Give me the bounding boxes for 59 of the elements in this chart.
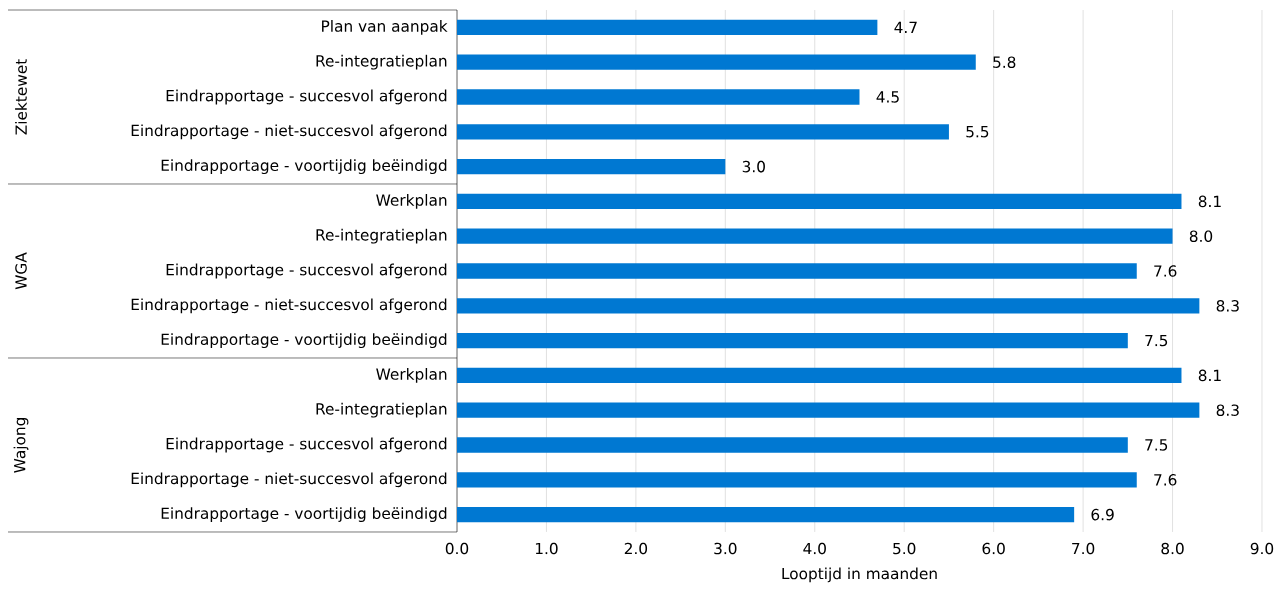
y-tick-label: Re-integratieplan xyxy=(316,54,447,70)
data-label: 8.1 xyxy=(1198,195,1221,208)
y-tick-label: Eindrapportage - voortijdig beëindigd xyxy=(161,159,447,175)
x-tick-label: 9.0 xyxy=(1250,542,1274,555)
data-label: 4.7 xyxy=(894,21,917,33)
bar xyxy=(457,193,1182,210)
data-label: 8.1 xyxy=(1198,369,1221,382)
y-tick-label: Eindrapportage - voortijdig beëindigd xyxy=(161,333,447,348)
bar xyxy=(457,19,878,36)
data-label: 3.0 xyxy=(742,160,765,173)
y-tick-label: Eindrapportage - niet-succesvol afgerond xyxy=(131,472,447,488)
x-tick-label: 8.0 xyxy=(1161,542,1184,555)
data-label: 8.0 xyxy=(1189,230,1213,242)
data-label: 5.8 xyxy=(993,56,1016,68)
text: WGA xyxy=(15,252,27,290)
data-label: 7.6 xyxy=(1154,474,1177,486)
x-tick-label: 5.0 xyxy=(893,542,916,555)
bar xyxy=(457,437,1128,453)
data-label: 8.3 xyxy=(1216,404,1239,416)
bar xyxy=(457,89,860,105)
y-tick-label: Re-integratieplan xyxy=(316,402,447,418)
text: Wajong xyxy=(13,418,29,473)
data-label: 5.5 xyxy=(966,126,989,138)
bar xyxy=(457,298,1200,314)
x-tick-label: 3.0 xyxy=(714,542,737,555)
y-tick-label: Eindrapportage - succesvol afgerond xyxy=(166,263,447,279)
y-tick-label: Werkplan xyxy=(376,193,447,209)
bar xyxy=(457,332,1128,349)
x-tick-label: 0.0 xyxy=(445,542,469,555)
data-label: 8.3 xyxy=(1216,300,1239,312)
data-label: 4.5 xyxy=(876,91,899,103)
y-tick-label: Eindrapportage - niet-succesvol afgerond xyxy=(131,124,447,140)
bar xyxy=(457,367,1182,384)
y-tick-label: Eindrapportage - succesvol afgerond xyxy=(166,89,447,105)
x-tick-label: 4.0 xyxy=(803,542,826,555)
text: Ziektewet xyxy=(15,59,27,135)
bar xyxy=(457,124,949,140)
x-tick-label: 7.0 xyxy=(1072,542,1095,555)
y-tick-label: Plan van aanpak xyxy=(322,19,448,35)
data-label: 7.5 xyxy=(1145,439,1168,451)
bar xyxy=(457,228,1173,244)
x-axis-title: Looptijd in maanden xyxy=(782,567,937,583)
bar xyxy=(457,54,976,70)
x-tick-label: 2.0 xyxy=(624,542,648,555)
y-tick-label: Eindrapportage - niet-succesvol afgerond xyxy=(131,298,447,314)
bar xyxy=(457,472,1137,488)
data-label: 7.6 xyxy=(1154,265,1177,277)
bar xyxy=(457,506,1075,523)
x-tick-label: 6.0 xyxy=(982,542,1005,555)
y-tick-label: Re-integratieplan xyxy=(316,228,447,244)
bar xyxy=(457,158,726,175)
y-tick-label: Eindrapportage - succesvol afgerond xyxy=(166,437,447,453)
data-label: 6.9 xyxy=(1091,508,1114,521)
y-tick-label: Werkplan xyxy=(376,367,447,383)
y-tick-label: Eindrapportage - voortijdig beëindigd xyxy=(161,507,447,522)
bar xyxy=(457,263,1137,279)
bar xyxy=(457,402,1200,418)
x-tick-label: 1.0 xyxy=(535,542,558,555)
data-label: 7.5 xyxy=(1145,334,1168,347)
